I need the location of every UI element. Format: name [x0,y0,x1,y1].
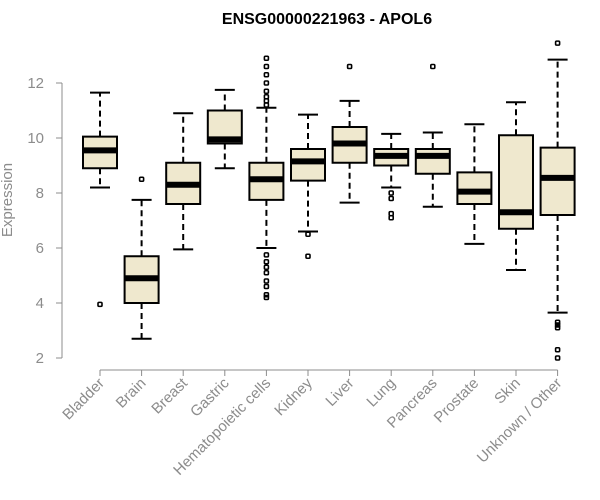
boxplot-chart: ENSG00000221963 - APOL6 Expression 2 4 6 8 1… [0,0,600,500]
outlier-point [264,65,268,69]
x-tick-label: Kidney [271,374,316,419]
outlier-point [264,279,268,283]
box-group [249,56,283,299]
outlier-point [264,253,268,257]
outlier-point [264,271,268,275]
box-group [333,65,367,203]
outlier-point [556,356,560,360]
plot-area [83,41,575,360]
box-group [416,65,450,207]
y-axis-label: Expression [0,163,16,237]
x-tick-label: Bladder [59,375,108,424]
y-tick-label: 4 [36,295,44,312]
box-group [83,93,117,307]
x-tick-label: Prostate [431,375,483,427]
y-tick-label: 10 [27,130,44,147]
box-group [499,102,533,270]
outlier-point [264,73,268,77]
outlier-point [264,103,268,107]
box-group [208,90,242,168]
iqr-box [541,148,575,215]
outlier-point [348,65,352,69]
box-group [125,177,159,339]
x-tick-label: Brain [113,375,150,412]
y-axis: 2 4 6 8 10 12 [27,75,62,367]
y-tick-label: 12 [27,75,44,92]
chart-title: ENSG00000221963 - APOL6 [222,11,432,28]
outlier-point [389,191,393,195]
outlier-point [431,65,435,69]
box-group [457,124,491,244]
outlier-point [306,254,310,258]
y-tick-label: 6 [36,240,44,257]
x-tick-label: Breast [148,374,191,417]
outlier-point [556,41,560,45]
outlier-point [389,216,393,220]
box-group [541,41,575,360]
iqr-box [416,149,450,174]
box-group [166,113,200,249]
outlier-point [556,348,560,352]
iqr-box [457,172,491,204]
outlier-point [264,89,268,93]
outlier-point [306,232,310,236]
outlier-point [389,197,393,201]
outlier-point [264,265,268,269]
y-tick-label: 8 [36,185,44,202]
x-tick-label: Liver [322,375,357,410]
outlier-point [264,260,268,264]
box-group [291,115,325,259]
outlier-point [264,56,268,60]
outlier-point [264,285,268,289]
outlier-point [140,177,144,181]
x-tick-label: Skin [491,375,524,408]
box-group [374,134,408,220]
iqr-box [291,149,325,181]
x-tick-label: Lung [363,375,399,411]
outlier-point [264,81,268,85]
y-tick-label: 2 [36,350,44,367]
outlier-point [98,302,102,306]
